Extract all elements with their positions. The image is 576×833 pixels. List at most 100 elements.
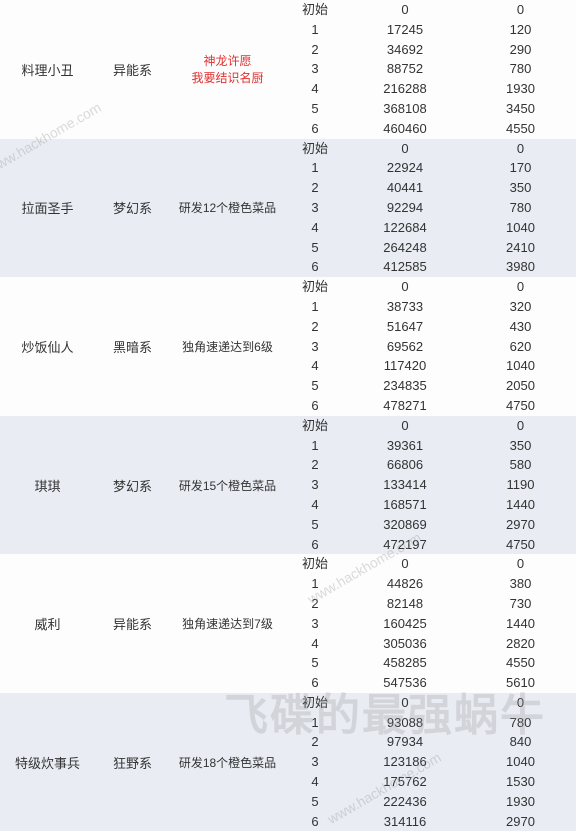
level-rows: 初始00193088780297934840312318610404175762… [285,693,576,832]
table-row: 41757621530 [285,772,576,792]
cell-value-1: 92294 [345,198,465,218]
cell-level: 4 [285,495,345,515]
cell-value-2: 1040 [465,356,576,376]
cell-value-2: 3980 [465,257,576,277]
cell-level: 1 [285,20,345,40]
table-row: 251647430 [285,317,576,337]
cell-level: 6 [285,812,345,832]
cell-level: 4 [285,79,345,99]
cell-value-1: 234835 [345,376,465,396]
cell-value-1: 22924 [345,158,465,178]
cell-value-1: 44826 [345,574,465,594]
cell-value-2: 780 [465,713,576,733]
table-row: 41226841040 [285,218,576,238]
cell-value-2: 780 [465,59,576,79]
cell-value-1: 0 [345,277,465,297]
cell-value-2: 170 [465,158,576,178]
table-row: 64125853980 [285,257,576,277]
cell-level: 6 [285,396,345,416]
cell-level: 5 [285,238,345,258]
cell-value-1: 547536 [345,673,465,693]
cell-value-2: 730 [465,594,576,614]
table-row: 52224361930 [285,792,576,812]
character-name: 特级炊事兵 [0,693,95,832]
table-row: 138733320 [285,297,576,317]
character-group: 威利异能系独角速递达到7级初始0014482638028214873031604… [0,554,576,693]
cell-level: 3 [285,475,345,495]
table-row: 240441350 [285,178,576,198]
cell-value-1: 458285 [345,653,465,673]
cell-level: 4 [285,634,345,654]
cell-level: 1 [285,158,345,178]
table-row: 139361350 [285,436,576,456]
cell-value-2: 290 [465,40,576,60]
cell-value-1: 368108 [345,99,465,119]
unlock-condition: 研发18个橙色菜品 [170,693,285,832]
unlock-condition: 神龙许愿我要结识名厨 [170,0,285,139]
cell-value-2: 380 [465,574,576,594]
cell-value-2: 840 [465,732,576,752]
cell-level: 3 [285,59,345,79]
cell-value-2: 2820 [465,634,576,654]
cell-level: 1 [285,574,345,594]
cell-level: 5 [285,99,345,119]
cell-value-2: 1040 [465,218,576,238]
cell-value-1: 0 [345,693,465,713]
table-row: 266806580 [285,455,576,475]
cell-value-1: 123186 [345,752,465,772]
cell-level: 初始 [285,277,345,297]
table-row: 41685711440 [285,495,576,515]
cell-level: 初始 [285,0,345,20]
table-row: 31334141190 [285,475,576,495]
cell-value-1: 314116 [345,812,465,832]
cell-level: 初始 [285,139,345,159]
cell-level: 5 [285,653,345,673]
level-rows: 初始00122924170240441350392294780412268410… [285,139,576,278]
table-row: 282148730 [285,594,576,614]
cell-value-1: 93088 [345,713,465,733]
table-row: 65475365610 [285,673,576,693]
table-row: 初始00 [285,277,576,297]
cell-value-1: 460460 [345,119,465,139]
cell-level: 2 [285,317,345,337]
cell-level: 3 [285,614,345,634]
cell-value-1: 264248 [345,238,465,258]
level-rows: 初始00144826380282148730316042514404305036… [285,554,576,693]
cell-level: 6 [285,535,345,555]
cell-level: 2 [285,455,345,475]
character-series: 梦幻系 [95,416,170,555]
cell-value-2: 1930 [465,79,576,99]
cell-value-1: 17245 [345,20,465,40]
cell-value-2: 0 [465,139,576,159]
cell-value-2: 0 [465,693,576,713]
level-rows: 初始00117245120234692290388752780421628819… [285,0,576,139]
cell-value-2: 1930 [465,792,576,812]
cell-value-1: 34692 [345,40,465,60]
table-row: 388752780 [285,59,576,79]
cell-level: 5 [285,376,345,396]
cell-value-2: 4750 [465,396,576,416]
table-row: 初始00 [285,416,576,436]
character-name: 炒饭仙人 [0,277,95,416]
cell-value-2: 4550 [465,119,576,139]
table-row: 31231861040 [285,752,576,772]
character-group: 料理小丑异能系神龙许愿我要结识名厨初始001172451202346922903… [0,0,576,139]
table-row: 64721974750 [285,535,576,555]
cell-value-2: 1190 [465,475,576,495]
cell-level: 2 [285,178,345,198]
table-row: 122924170 [285,158,576,178]
character-group: 炒饭仙人黑暗系独角速递达到6级初始00138733320251647430369… [0,277,576,416]
cell-value-2: 3450 [465,99,576,119]
table-row: 31604251440 [285,614,576,634]
cell-value-2: 1440 [465,495,576,515]
cell-value-2: 4550 [465,653,576,673]
cell-value-1: 69562 [345,337,465,357]
cell-value-1: 168571 [345,495,465,515]
cell-value-1: 478271 [345,396,465,416]
cell-level: 5 [285,515,345,535]
table-row: 52642482410 [285,238,576,258]
table-row: 369562620 [285,337,576,357]
table-row: 117245120 [285,20,576,40]
cell-value-1: 39361 [345,436,465,456]
cell-value-2: 2970 [465,515,576,535]
